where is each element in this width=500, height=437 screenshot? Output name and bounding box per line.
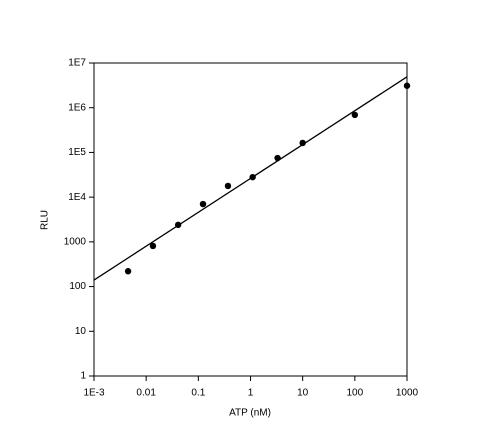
y-tick-label: 1E7	[68, 58, 86, 69]
data-point	[149, 242, 157, 250]
y-tick-label: 1000	[64, 236, 87, 247]
x-tick-label: 100	[346, 388, 363, 399]
x-tick-label: 0.1	[191, 388, 205, 399]
data-point	[403, 82, 411, 89]
x-tick-label: 1	[248, 388, 254, 399]
data-point	[274, 154, 281, 162]
y-tick-label: 1	[80, 371, 86, 382]
y-tick-label: 1E4	[68, 192, 86, 203]
data-point	[249, 173, 256, 181]
data-point	[299, 139, 306, 147]
data-point	[351, 111, 359, 119]
y-axis-label: RLU	[40, 210, 51, 230]
x-tick-label: 10	[297, 388, 309, 399]
data-point	[224, 182, 232, 190]
y-tick-label: 100	[69, 281, 86, 292]
plot-frame	[93, 62, 408, 377]
x-tick-label: 0.01	[136, 388, 156, 399]
y-tick-label: 10	[75, 326, 87, 337]
data-point	[124, 268, 132, 275]
x-axis-label: ATP (nM)	[229, 408, 271, 419]
x-tick-label: 1E-3	[83, 388, 105, 399]
data-point	[199, 200, 207, 208]
data-point	[174, 221, 182, 229]
y-tick-label: 1E5	[68, 147, 86, 158]
x-tick-label: 1000	[396, 388, 419, 399]
y-tick-label: 1E6	[68, 102, 86, 113]
